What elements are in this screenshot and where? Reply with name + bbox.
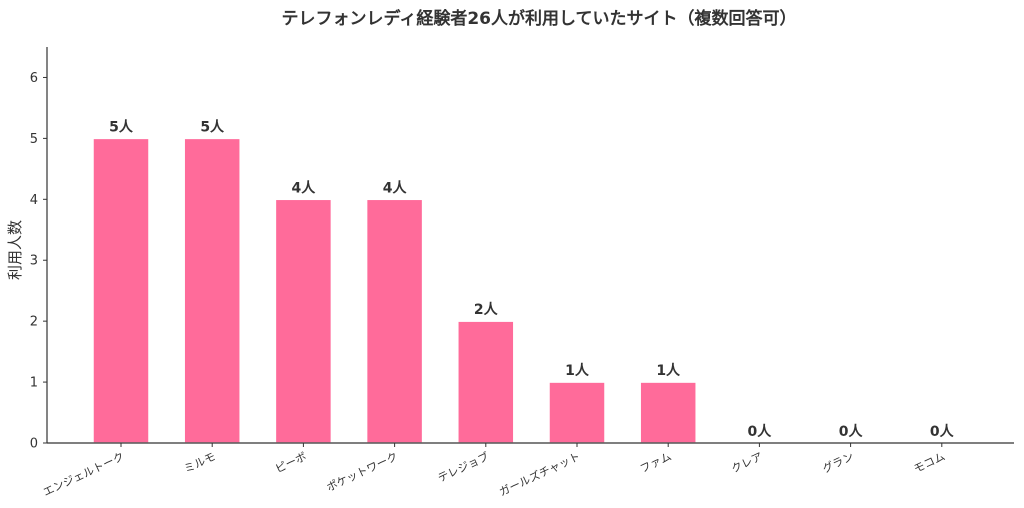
chart-title: テレフォンレディ経験者26人が利用していたサイト（複数回答可）: [282, 8, 797, 29]
x-tick-label: クレア: [729, 450, 764, 476]
data-labels-group: 5人 5人 4人 4人 2人 1人 1人 0人 0人 0人: [109, 118, 955, 440]
bar: [457, 320, 515, 444]
x-tick-label: ファム: [638, 450, 673, 476]
x-tick-label: ミルモ: [182, 450, 217, 476]
x-tick-label: テレジョブ: [435, 449, 491, 485]
x-tick-label: ガールズチャット: [497, 449, 583, 499]
data-label: 4人: [292, 179, 317, 196]
data-label: 0人: [930, 423, 955, 440]
bar: [548, 381, 606, 444]
bar: [639, 381, 697, 444]
y-tick-label: 5: [30, 132, 38, 147]
x-tick-label: エンジェルトーク: [41, 450, 126, 499]
y-axis: 0 1 2 3 4 5 6: [30, 47, 48, 452]
y-tick-label: 1: [30, 376, 38, 391]
data-label: 5人: [109, 118, 134, 135]
data-label: 0人: [839, 423, 864, 440]
data-label: 2人: [474, 301, 499, 318]
y-tick-label: 2: [30, 315, 38, 330]
data-label: 0人: [748, 423, 773, 440]
y-axis-label: 利用人数: [6, 220, 24, 280]
data-label: 4人: [383, 179, 408, 196]
data-label: 1人: [656, 362, 681, 379]
data-label: 1人: [565, 362, 590, 379]
x-tick-label: ポケットワーク: [325, 450, 400, 494]
bar: [92, 137, 150, 444]
x-tick-label: ピーボ: [273, 450, 308, 476]
y-tick-label: 4: [30, 193, 38, 208]
y-tick-label: 6: [30, 71, 38, 86]
data-label: 5人: [200, 118, 225, 135]
bar: [365, 198, 424, 444]
y-tick-label: 0: [30, 437, 38, 452]
x-tick-label: グラン: [820, 449, 856, 476]
bar: [274, 198, 333, 444]
bar: [183, 137, 241, 444]
bars-group: [92, 137, 697, 444]
y-tick-label: 3: [30, 254, 38, 269]
x-axis: エンジェルトーク ミルモ ピーボ ポケットワーク テレジョブ ガールズチャット ファム クレア…: [41, 442, 1014, 499]
x-tick-label: モコム: [912, 450, 947, 476]
